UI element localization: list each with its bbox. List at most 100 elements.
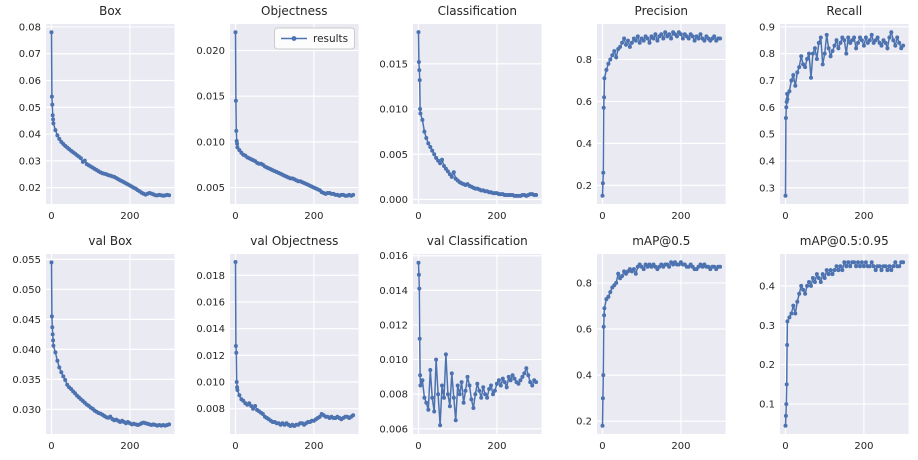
data-point-marker	[655, 38, 660, 43]
data-point-marker	[53, 128, 58, 133]
chart-classification-canvas: 0.000 0.005 0.010 0.015 0 200 Classification	[380, 4, 542, 222]
data-point-marker	[51, 338, 56, 343]
data-point-marker	[495, 381, 500, 386]
data-point-marker	[498, 383, 503, 388]
data-point-marker	[442, 395, 447, 400]
data-point-marker	[879, 268, 884, 273]
data-point-marker	[50, 102, 55, 107]
data-point-marker	[422, 395, 427, 400]
y-tick-label: 0.010	[380, 105, 409, 116]
data-point-marker	[448, 404, 453, 409]
data-point-marker	[825, 32, 830, 37]
data-point-marker	[350, 413, 355, 418]
data-point-marker	[821, 272, 826, 277]
data-point-marker	[860, 38, 865, 43]
data-point-marker	[436, 392, 441, 397]
plot-area: 0.2 0.4 0.6 0.8 0 200	[576, 24, 726, 222]
plot-area: 0.000 0.005 0.010 0.015 0 200	[380, 24, 542, 222]
data-point-marker	[167, 193, 172, 198]
data-point-marker	[512, 376, 517, 381]
y-tick-label: 0.000	[380, 195, 409, 206]
subplot-precision: 0.2 0.4 0.6 0.8 0 200 Precision	[551, 0, 735, 230]
chart-title: Classification	[438, 4, 517, 18]
data-point-marker	[418, 107, 423, 111]
data-point-marker	[784, 105, 789, 110]
y-tick-label: 0.010	[196, 377, 225, 388]
data-point-marker	[791, 303, 796, 308]
chart-title: val Box	[88, 234, 132, 248]
chart-val-objectness-canvas: 0.008 0.010 0.012 0.014 0.016 0.018 0 200 val O…	[196, 234, 359, 452]
data-point-marker	[426, 407, 431, 412]
data-point-marker	[416, 30, 421, 35]
plot-area: 0.008 0.010 0.012 0.014 0.016 0.018 0 200	[196, 254, 359, 452]
data-point-marker	[838, 264, 843, 269]
data-point-marker	[417, 68, 422, 73]
data-point-marker	[233, 350, 238, 355]
data-point-marker	[453, 418, 458, 423]
data-point-marker	[516, 381, 521, 386]
data-point-marker	[432, 152, 437, 157]
data-point-marker	[858, 264, 863, 269]
data-point-marker	[469, 397, 474, 402]
chart-recall-canvas: 0.3 0.4 0.5 0.6 0.7 0.8 0.9 0 200 Recall	[759, 4, 909, 222]
data-point-marker	[897, 264, 902, 269]
data-point-marker	[870, 32, 875, 37]
data-point-marker	[477, 388, 482, 393]
data-point-marker	[455, 383, 460, 388]
data-point-marker	[424, 136, 429, 140]
data-point-marker	[430, 148, 435, 153]
data-point-marker	[819, 35, 824, 40]
data-point-marker	[252, 403, 257, 408]
y-tick-label: 0.015	[196, 92, 225, 103]
data-point-marker	[51, 343, 56, 348]
data-point-marker	[465, 374, 470, 379]
data-point-marker	[530, 383, 535, 388]
data-point-marker	[457, 392, 462, 397]
data-point-marker	[463, 388, 468, 393]
data-point-marker	[791, 73, 796, 78]
data-point-marker	[893, 43, 898, 48]
data-point-marker	[815, 57, 820, 61]
data-point-marker	[846, 35, 851, 40]
data-point-marker	[53, 350, 58, 355]
data-point-marker	[680, 36, 685, 41]
y-tick-label: 0.2	[576, 417, 592, 428]
data-point-marker	[51, 117, 56, 122]
data-point-marker	[438, 161, 443, 166]
data-point-marker	[852, 35, 857, 40]
data-point-marker	[606, 294, 611, 299]
data-point-marker	[619, 274, 624, 279]
data-point-marker	[805, 57, 810, 61]
data-point-marker	[661, 36, 666, 41]
y-tick-label: 0.8	[576, 278, 592, 289]
data-point-marker	[601, 324, 606, 329]
data-point-marker	[236, 393, 241, 398]
data-point-marker	[801, 287, 806, 292]
data-point-marker	[887, 35, 892, 40]
data-point-marker	[418, 111, 423, 116]
data-point-marker	[875, 35, 880, 40]
data-point-marker	[887, 264, 892, 269]
y-tick-label: 0.008	[196, 404, 225, 415]
data-point-marker	[610, 53, 615, 58]
x-tick-label: 200	[304, 211, 323, 222]
x-tick-label: 0	[599, 211, 605, 222]
data-point-marker	[862, 264, 867, 269]
data-point-marker	[696, 36, 701, 41]
data-point-marker	[813, 46, 818, 51]
data-point-marker	[686, 36, 691, 41]
chart-title: Precision	[634, 4, 687, 18]
x-tick-label: 200	[120, 211, 139, 222]
plot-background	[229, 254, 359, 434]
data-point-marker	[668, 36, 673, 41]
data-point-marker	[877, 264, 882, 269]
y-tick-label: 0.020	[196, 46, 225, 57]
data-point-marker	[479, 395, 484, 400]
data-point-marker	[475, 381, 480, 386]
data-point-marker	[803, 65, 808, 70]
data-point-marker	[889, 268, 894, 273]
data-point-marker	[444, 352, 449, 357]
plot-area: 0.2 0.4 0.6 0.8 0 200	[576, 254, 726, 452]
data-point-marker	[449, 174, 454, 179]
plot-area: 0.030 0.035 0.040 0.045 0.050 0.055 0 200	[12, 254, 175, 452]
